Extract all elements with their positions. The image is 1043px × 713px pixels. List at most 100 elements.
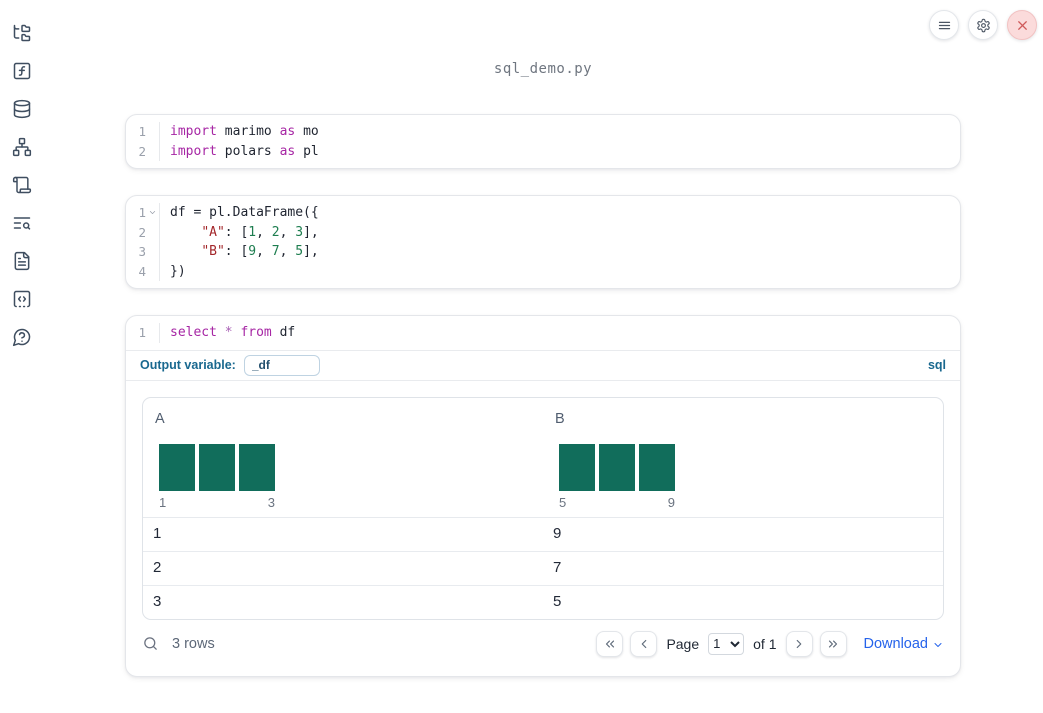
table-cell: 1 [153,524,162,542]
code-token: df [271,325,296,340]
code-token: : [ [224,244,249,259]
column-name: B [555,410,565,427]
histogram-bar [159,443,195,491]
code-token: marimo [216,124,280,139]
table-cell: 2 [153,558,162,576]
code-token: }) [170,263,186,279]
code-token: "B" [201,244,225,259]
code-line: 4}) [126,261,960,282]
line-gutter: 1 [126,203,160,223]
next-page-button[interactable] [785,630,813,657]
last-page-button[interactable] [819,630,847,657]
code-token: as [279,124,296,139]
code-token: 2 [271,224,280,240]
histogram-bar [599,443,635,491]
code-text: import marimo as mo [160,122,319,142]
sidebar-item-documentation[interactable] [11,250,33,272]
line-number: 1 [138,325,146,340]
line-number: 2 [138,143,146,159]
code-token: polars [216,143,280,159]
cell-2-editor[interactable]: 1 df = pl.DataFrame({2 "A": [1, 2, 3], 3 "… [126,196,960,288]
search-icon[interactable] [142,635,159,652]
line-number: 4 [138,263,146,279]
list-search-icon [12,213,32,233]
code-token: , [279,224,296,240]
menu-button[interactable] [929,10,959,40]
help-bubble-icon [12,327,32,347]
cell-1-editor[interactable]: 1 import marimo as mo 2 import polars as pl [126,115,960,168]
fold-slot [146,125,159,138]
sidebar-item-snippets[interactable] [11,288,33,310]
line-number: 1 [138,124,146,139]
cells-container: 1 import marimo as mo 2 import polars as pl… [125,114,961,677]
code-token: : [ [224,224,249,240]
histogram-bar [559,443,595,491]
table-cell: 7 [553,558,562,576]
code-token: ], [303,224,319,240]
scroll-icon [12,175,32,195]
cell-1: 1 import marimo as mo 2 import polars as pl [125,114,961,169]
shutdown-button[interactable] [1007,10,1037,40]
download-button[interactable]: Download [864,636,945,652]
code-token: , [256,244,272,259]
code-text: }) [160,262,186,282]
sidebar-item-logs[interactable] [11,174,33,196]
row-count: 3 rows [172,635,215,652]
histogram-bar [639,443,675,491]
gear-icon [976,18,991,33]
fold-toggle-icon[interactable] [146,206,159,219]
line-gutter: 2 [126,141,160,161]
column-name: A [155,410,165,427]
code-line: 2 "A": [1, 2, 3], [126,222,960,242]
page-of-label: of 1 [753,635,777,652]
previous-page-button[interactable] [630,630,658,657]
sidebar-item-datasources[interactable] [11,98,33,120]
code-text: df = pl.DataFrame({ [160,203,319,223]
sidebar-item-variables[interactable] [11,60,33,82]
line-gutter: 1 [126,122,160,142]
code-line: 3 "B": [9, 7, 5], [126,242,960,262]
sidebar-item-dependency-graph[interactable] [11,136,33,158]
hist-min-label: 1 [159,494,167,510]
sidebar-item-outline-search[interactable] [11,212,33,234]
table-footer: 3 rows Page 1 of 1 Download [142,622,944,666]
page-label: Page [666,635,700,652]
code-token [170,244,201,259]
network-icon [12,137,32,157]
line-number: 1 [138,205,146,220]
line-number: 2 [138,224,146,240]
page-select[interactable]: 1 [708,632,745,655]
code-token: pl [295,143,319,159]
first-page-button[interactable] [596,630,624,657]
chevron-right-icon [792,637,806,651]
code-text: import polars as pl [160,142,319,162]
fold-slot [146,245,159,258]
function-icon [12,61,32,81]
output-variable-input[interactable] [243,354,320,376]
hist-max-label: 9 [667,494,675,510]
code-token: , [256,224,272,240]
fold-slot [146,265,159,278]
cell-3-editor[interactable]: 1 select * from df [126,316,960,350]
sidebar-item-help[interactable] [11,326,33,348]
notebook-filename[interactable]: sql_demo.py [493,61,593,77]
line-gutter: 1 [126,323,160,343]
line-gutter: 3 [126,242,160,262]
sidebar-item-file-explorer[interactable] [11,22,33,44]
code-line: 1 import marimo as mo [126,122,960,142]
line-gutter: 4 [126,261,160,281]
settings-button[interactable] [968,10,998,40]
code-token: import [170,124,217,139]
code-token: 3 [295,224,304,240]
code-token: as [279,143,296,159]
close-icon [1015,18,1030,33]
chevron-down-icon [932,637,944,651]
histogram-bar [199,443,235,491]
